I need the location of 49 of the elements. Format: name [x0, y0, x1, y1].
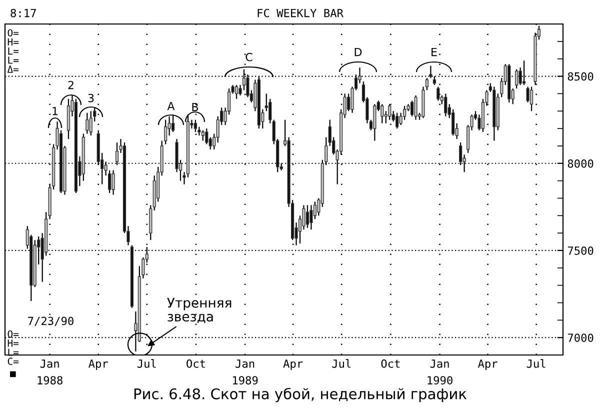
y-tick-label: 7000: [568, 334, 594, 342]
candlestick: [373, 104, 376, 142]
x-tick-label: Jan: [236, 360, 254, 368]
x-tick-label: Apr: [283, 360, 303, 370]
annotation: D: [354, 48, 362, 56]
candlestick: [380, 104, 384, 124]
annotation: B: [192, 102, 198, 112]
candlestick: [444, 93, 448, 117]
candlestick: [201, 130, 204, 142]
candlestick: [530, 86, 534, 112]
candlestick: [112, 170, 115, 196]
x-tick-label: Jan: [40, 360, 59, 368]
annotation: 1: [52, 106, 58, 116]
y-tick-label: 7500: [568, 246, 594, 255]
x2-tick-label: 1988: [38, 376, 62, 384]
annotation: 3: [88, 94, 94, 102]
candlestick: [310, 204, 313, 230]
annotation: 2: [68, 80, 74, 90]
x2-tick-label: 1990: [428, 376, 452, 384]
annotation: A: [167, 102, 175, 110]
x-tick-label: Apr: [88, 360, 108, 370]
x-tick-label: Apr: [478, 360, 498, 370]
candlestick: [86, 112, 89, 134]
annotation: E: [432, 48, 437, 56]
annotation: Утренняя звезда: [167, 298, 232, 324]
y-tick-label: 8500: [568, 72, 594, 81]
x-tick-label: Oct: [381, 359, 400, 368]
x-tick-label: Jul: [137, 359, 156, 368]
annotation: C: [246, 52, 252, 62]
text: ■: [10, 371, 16, 378]
candlestick: [410, 100, 414, 117]
y-tick-label: 8000: [568, 159, 594, 168]
x-tick-label: Jul: [526, 359, 546, 368]
x-tick-label: Oct: [186, 359, 205, 368]
x2-tick-label: 1989: [233, 376, 258, 384]
annotation: 7/23/90: [28, 316, 74, 326]
candlestick: [306, 204, 310, 228]
candlestick: [205, 128, 208, 145]
candlestick: [194, 119, 197, 133]
text: 8:17: [10, 8, 36, 18]
text: Рис. 6.48. Скот на убой, недельный график: [134, 388, 467, 402]
candlestick: [234, 84, 238, 100]
x-tick-label: Jul: [332, 359, 351, 368]
chart-title: FC WEEKLY BAR: [258, 8, 344, 18]
candlestick: [414, 94, 418, 120]
annotation: O= H= L= L= Δ=: [7, 29, 19, 73]
candlestick: [89, 110, 92, 136]
x-tick-label: Jan: [430, 360, 449, 368]
candlestick: [396, 112, 399, 130]
